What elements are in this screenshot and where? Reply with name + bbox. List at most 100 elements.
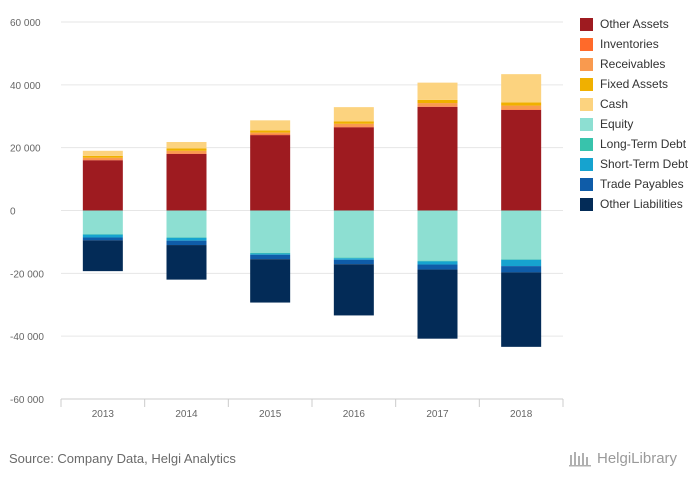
bar-segment-trade-payables xyxy=(82,237,123,241)
bar-segment-short-term-debt xyxy=(250,253,291,255)
bar-stack-2014 xyxy=(166,142,207,280)
bar-segment-fixed-assets xyxy=(333,121,374,124)
bar-segment-fixed-assets xyxy=(501,102,542,106)
bar-segment-long-term-debt xyxy=(333,257,374,259)
y-tick-label: 40 000 xyxy=(10,81,41,92)
bar-segment-other-liabilities xyxy=(250,259,291,303)
bar-segment-fixed-assets xyxy=(166,148,207,151)
bar-segment-other-liabilities xyxy=(501,272,542,347)
x-tick-label: 2016 xyxy=(343,409,366,420)
y-axis-ticks: 60 000 40 000 20 000 0 -20 000 -40 000 -60 000 xyxy=(10,18,44,406)
legend-item[interactable]: Other Liabilities xyxy=(580,194,688,214)
bar-segment-other-liabilities xyxy=(333,264,374,316)
x-tick-label: 2014 xyxy=(175,409,198,420)
bar-stack-2018 xyxy=(501,74,542,347)
bar-segment-fixed-assets xyxy=(417,99,458,104)
bar-segment-cash xyxy=(166,142,207,149)
legend-label: Fixed Assets xyxy=(600,77,669,91)
bar-segment-receivables xyxy=(417,103,458,107)
y-tick-label: 20 000 xyxy=(10,144,41,155)
legend-item[interactable]: Inventories xyxy=(580,34,688,54)
bar-segment-short-term-debt xyxy=(501,259,542,267)
legend-label: Cash xyxy=(600,97,629,111)
bar-segment-other-assets xyxy=(417,106,458,211)
x-tick-label: 2018 xyxy=(510,409,533,420)
bar-segment-other-assets xyxy=(166,153,207,211)
legend-swatch xyxy=(580,37,593,51)
y-tick-label: 0 xyxy=(10,207,16,218)
bar-segment-inventories xyxy=(82,159,123,161)
bar-segment-inventories xyxy=(417,106,458,107)
bar-segment-short-term-debt xyxy=(166,237,207,241)
legend-swatch xyxy=(580,197,593,211)
x-tick-label: 2015 xyxy=(259,409,282,420)
bar-segment-inventories xyxy=(166,153,207,154)
legend-swatch xyxy=(580,117,593,131)
library-icon xyxy=(569,452,591,467)
bar-segment-long-term-debt xyxy=(82,234,123,235)
bar-segment-cash xyxy=(333,107,374,122)
legend-item[interactable]: Receivables xyxy=(580,54,688,74)
legend-item[interactable]: Other Assets xyxy=(580,14,688,34)
bar-segment-trade-payables xyxy=(333,259,374,265)
bar-segment-receivables xyxy=(333,123,374,127)
legend-label: Short-Term Debt xyxy=(600,157,689,171)
legend-item[interactable]: Long-Term Debt xyxy=(580,134,688,154)
bar-segment-other-assets xyxy=(82,160,123,211)
logo-text: HelgiLibrary xyxy=(597,449,678,467)
bar-stack-2017 xyxy=(417,82,458,339)
bar-segment-cash xyxy=(82,150,123,156)
bar-segment-equity xyxy=(166,210,207,238)
legend-label: Receivables xyxy=(600,57,666,71)
bar-segment-equity xyxy=(417,210,458,261)
legend-label: Trade Payables xyxy=(600,177,684,191)
bar-segment-inventories xyxy=(501,109,542,110)
legend-item[interactable]: Fixed Assets xyxy=(580,74,688,94)
bar-segment-short-term-debt xyxy=(82,234,123,238)
bar-segment-other-liabilities xyxy=(82,240,123,272)
bar-segment-other-assets xyxy=(333,127,374,211)
bar-segment-receivables xyxy=(250,132,291,135)
bar-segment-equity xyxy=(501,210,542,260)
legend-label: Other Assets xyxy=(600,17,669,31)
bar-segment-trade-payables xyxy=(501,266,542,273)
legend-label: Long-Term Debt xyxy=(600,137,687,151)
bar-segment-other-assets xyxy=(501,109,542,211)
legend-swatch xyxy=(580,97,593,111)
bar-segment-other-liabilities xyxy=(417,269,458,339)
bar-segment-long-term-debt xyxy=(250,252,291,254)
bar-segment-cash xyxy=(501,74,542,103)
legend-item[interactable]: Short-Term Debt xyxy=(580,154,688,174)
legend-item[interactable]: Equity xyxy=(580,114,688,134)
bars xyxy=(82,74,542,347)
bar-segment-receivables xyxy=(82,157,123,160)
bar-segment-other-assets xyxy=(250,135,291,211)
y-tick-label: -60 000 xyxy=(10,395,44,406)
bar-segment-long-term-debt xyxy=(417,260,458,262)
bar-segment-trade-payables xyxy=(166,240,207,246)
bar-segment-inventories xyxy=(250,134,291,136)
helgi-library-logo: HelgiLibrary xyxy=(569,449,677,467)
bar-segment-long-term-debt xyxy=(501,259,542,260)
bar-segment-cash xyxy=(250,120,291,131)
legend-item[interactable]: Cash xyxy=(580,94,688,114)
bar-segment-trade-payables xyxy=(417,264,458,270)
legend-swatch xyxy=(580,157,593,171)
bar-segment-fixed-assets xyxy=(250,130,291,133)
legend-swatch xyxy=(580,57,593,71)
legend-label: Inventories xyxy=(600,37,659,51)
bar-stack-2013 xyxy=(82,150,123,272)
bar-segment-equity xyxy=(250,210,291,253)
y-tick-label: -20 000 xyxy=(10,269,44,280)
y-tick-label: 60 000 xyxy=(10,18,41,29)
legend-item[interactable]: Trade Payables xyxy=(580,174,688,194)
bar-segment-other-liabilities xyxy=(166,245,207,280)
bar-stack-2015 xyxy=(250,120,291,303)
bar-segment-fixed-assets xyxy=(82,155,123,158)
legend-swatch xyxy=(580,17,593,31)
legend-label: Equity xyxy=(600,117,634,131)
bar-segment-trade-payables xyxy=(250,254,291,260)
bar-segment-equity xyxy=(333,210,374,258)
bar-segment-receivables xyxy=(166,150,207,154)
